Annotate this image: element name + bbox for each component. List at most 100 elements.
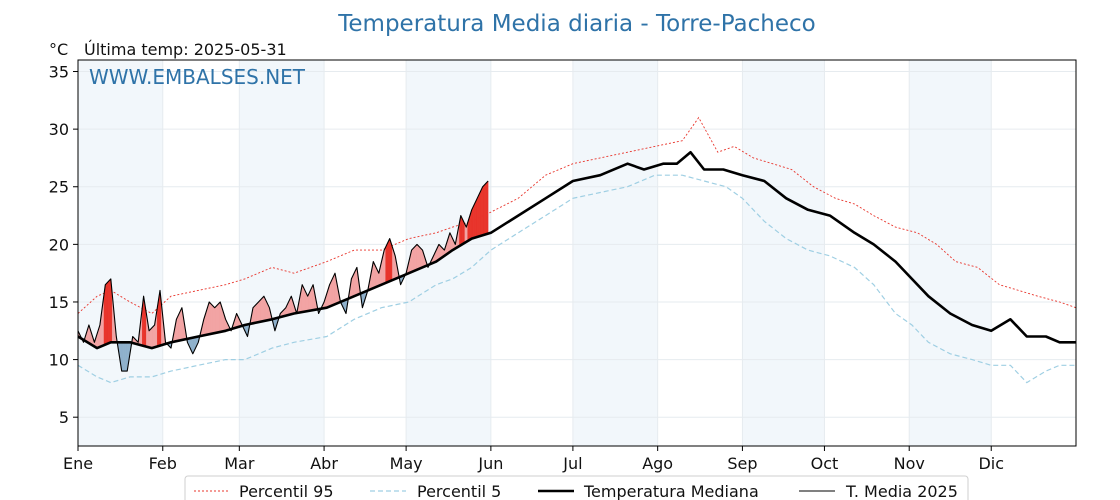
y-tick-label: 30 [49, 120, 69, 139]
y-tick-label: 35 [49, 63, 69, 82]
warm-anomaly-fill [311, 284, 314, 311]
warm-anomaly-fill [330, 278, 333, 307]
warm-anomaly-fill [471, 206, 474, 239]
warm-anomaly-fill [255, 302, 258, 323]
x-tick-label: Mar [224, 454, 255, 473]
cold-anomaly-fill [124, 342, 127, 372]
legend: Percentil 95 Percentil 5 Temperatura Med… [184, 475, 969, 500]
x-tick-label: Nov [894, 454, 925, 473]
warm-anomaly-fill [414, 245, 416, 272]
legend-label-p5: Percentil 5 [417, 482, 501, 500]
y-axis-ticks: 5 10 15 20 25 30 35 [49, 63, 78, 427]
month-band [572, 60, 658, 446]
warm-anomaly-fill [217, 302, 220, 333]
legend-label-p95: Percentil 95 [239, 482, 334, 500]
warm-anomaly-fill [485, 181, 487, 235]
warm-anomaly-fill [332, 275, 334, 306]
warm-anomaly-fill [353, 270, 356, 297]
y-tick-label: 25 [49, 178, 69, 197]
warm-anomaly-fill [416, 243, 419, 271]
warm-anomaly-fill [482, 184, 485, 236]
warm-anomaly-fill [106, 281, 109, 345]
warm-anomaly-fill [152, 324, 155, 348]
warm-anomaly-fill [477, 195, 479, 238]
x-tick-label: Oct [811, 454, 839, 473]
cold-anomaly-fill [122, 342, 125, 372]
warm-anomaly-fill [210, 302, 213, 335]
warm-anomaly-fill [418, 245, 420, 270]
warm-anomaly-fill [461, 218, 464, 245]
warm-anomaly-fill [107, 279, 110, 344]
warm-anomaly-fill [109, 278, 112, 344]
chart-title: Temperatura Media diaria - Torre-Pacheco [337, 11, 815, 37]
warm-anomaly-fill [460, 215, 463, 246]
month-bands [78, 60, 992, 446]
x-tick-label: May [390, 454, 423, 473]
warm-anomaly-fill [218, 301, 221, 333]
series-line-t-media-2025 [77, 180, 489, 372]
cold-anomaly-fill [121, 342, 124, 372]
warm-anomaly-fill [479, 189, 482, 237]
warm-anomaly-fill [214, 305, 217, 334]
y-tick-label: 20 [49, 235, 69, 254]
warm-anomaly-fill [302, 284, 304, 313]
warm-anomaly-fill [373, 261, 375, 289]
warm-anomaly-fill [412, 246, 415, 272]
legend-label-2025: T. Media 2025 [845, 482, 958, 500]
warm-anomaly-fill [262, 295, 265, 322]
warm-anomaly-fill [151, 325, 154, 349]
warm-anomaly-fill [411, 248, 414, 273]
warm-anomaly-fill [177, 313, 180, 342]
warm-anomaly-fill [105, 282, 107, 345]
warm-anomaly-fill [419, 246, 422, 269]
x-tick-label: Feb [149, 454, 177, 473]
warm-anomaly-fill [215, 304, 218, 334]
series-line-temperatura-mediana [77, 150, 1076, 350]
warm-anomaly-fill [178, 310, 181, 341]
warm-anomaly-fill [388, 238, 390, 283]
warm-anomaly-fill [384, 247, 386, 284]
warm-anomaly-fill [478, 192, 481, 237]
warm-anomaly-fill [254, 304, 256, 324]
warm-anomaly-fill [389, 238, 392, 282]
y-tick-label: 5 [59, 408, 69, 427]
x-axis-ticks: Ene Feb Mar Abr May Jun Jul Ago Sep Oct Nov Dic [63, 446, 1004, 473]
warm-anomaly-fill [415, 243, 418, 271]
watermark: WWW.EMBALSES.NET [89, 65, 306, 89]
warm-anomaly-fill [333, 273, 336, 306]
warm-anomaly-fill [259, 298, 262, 323]
warm-anomaly-fill [258, 300, 261, 323]
y-tick-label: 10 [49, 351, 69, 370]
warm-anomaly-fill [213, 305, 215, 334]
x-tick-label: Dic [978, 454, 1004, 473]
warm-anomaly-fill [148, 328, 151, 348]
month-band [239, 60, 325, 446]
x-tick-label: Ago [642, 454, 673, 473]
grid-lines [77, 60, 1076, 446]
warm-anomaly-fill [420, 248, 423, 269]
warm-anomaly-fill [390, 242, 393, 281]
warm-anomaly-fill [355, 267, 358, 296]
month-band [78, 60, 163, 446]
x-tick-label: Sep [727, 454, 757, 473]
warm-anomaly-fill [483, 183, 486, 236]
warm-anomaly-fill [472, 203, 475, 239]
warm-anomaly-fill [209, 301, 211, 335]
warm-anomaly-fill [180, 307, 183, 341]
warm-anomaly-fill [385, 244, 388, 284]
x-tick-label: Jun [477, 454, 503, 473]
x-tick-label: Jul [562, 454, 582, 473]
plot-frame [77, 59, 1077, 447]
month-band [742, 60, 825, 446]
warm-anomaly-fill [260, 297, 263, 322]
cold-anomaly-fill [125, 342, 128, 372]
x-tick-label: Ene [63, 454, 93, 473]
warm-anomaly-fill [211, 304, 214, 334]
legend-box [184, 475, 969, 500]
warm-anomaly-fill [481, 186, 483, 236]
warm-anomaly-fill [256, 301, 259, 323]
x-tick-label: Abr [310, 454, 338, 473]
series-line-percentil-5 [77, 174, 1076, 384]
warm-anomaly-fill [150, 327, 153, 349]
last-temp-label: Última temp: 2025-05-31 [84, 40, 287, 59]
